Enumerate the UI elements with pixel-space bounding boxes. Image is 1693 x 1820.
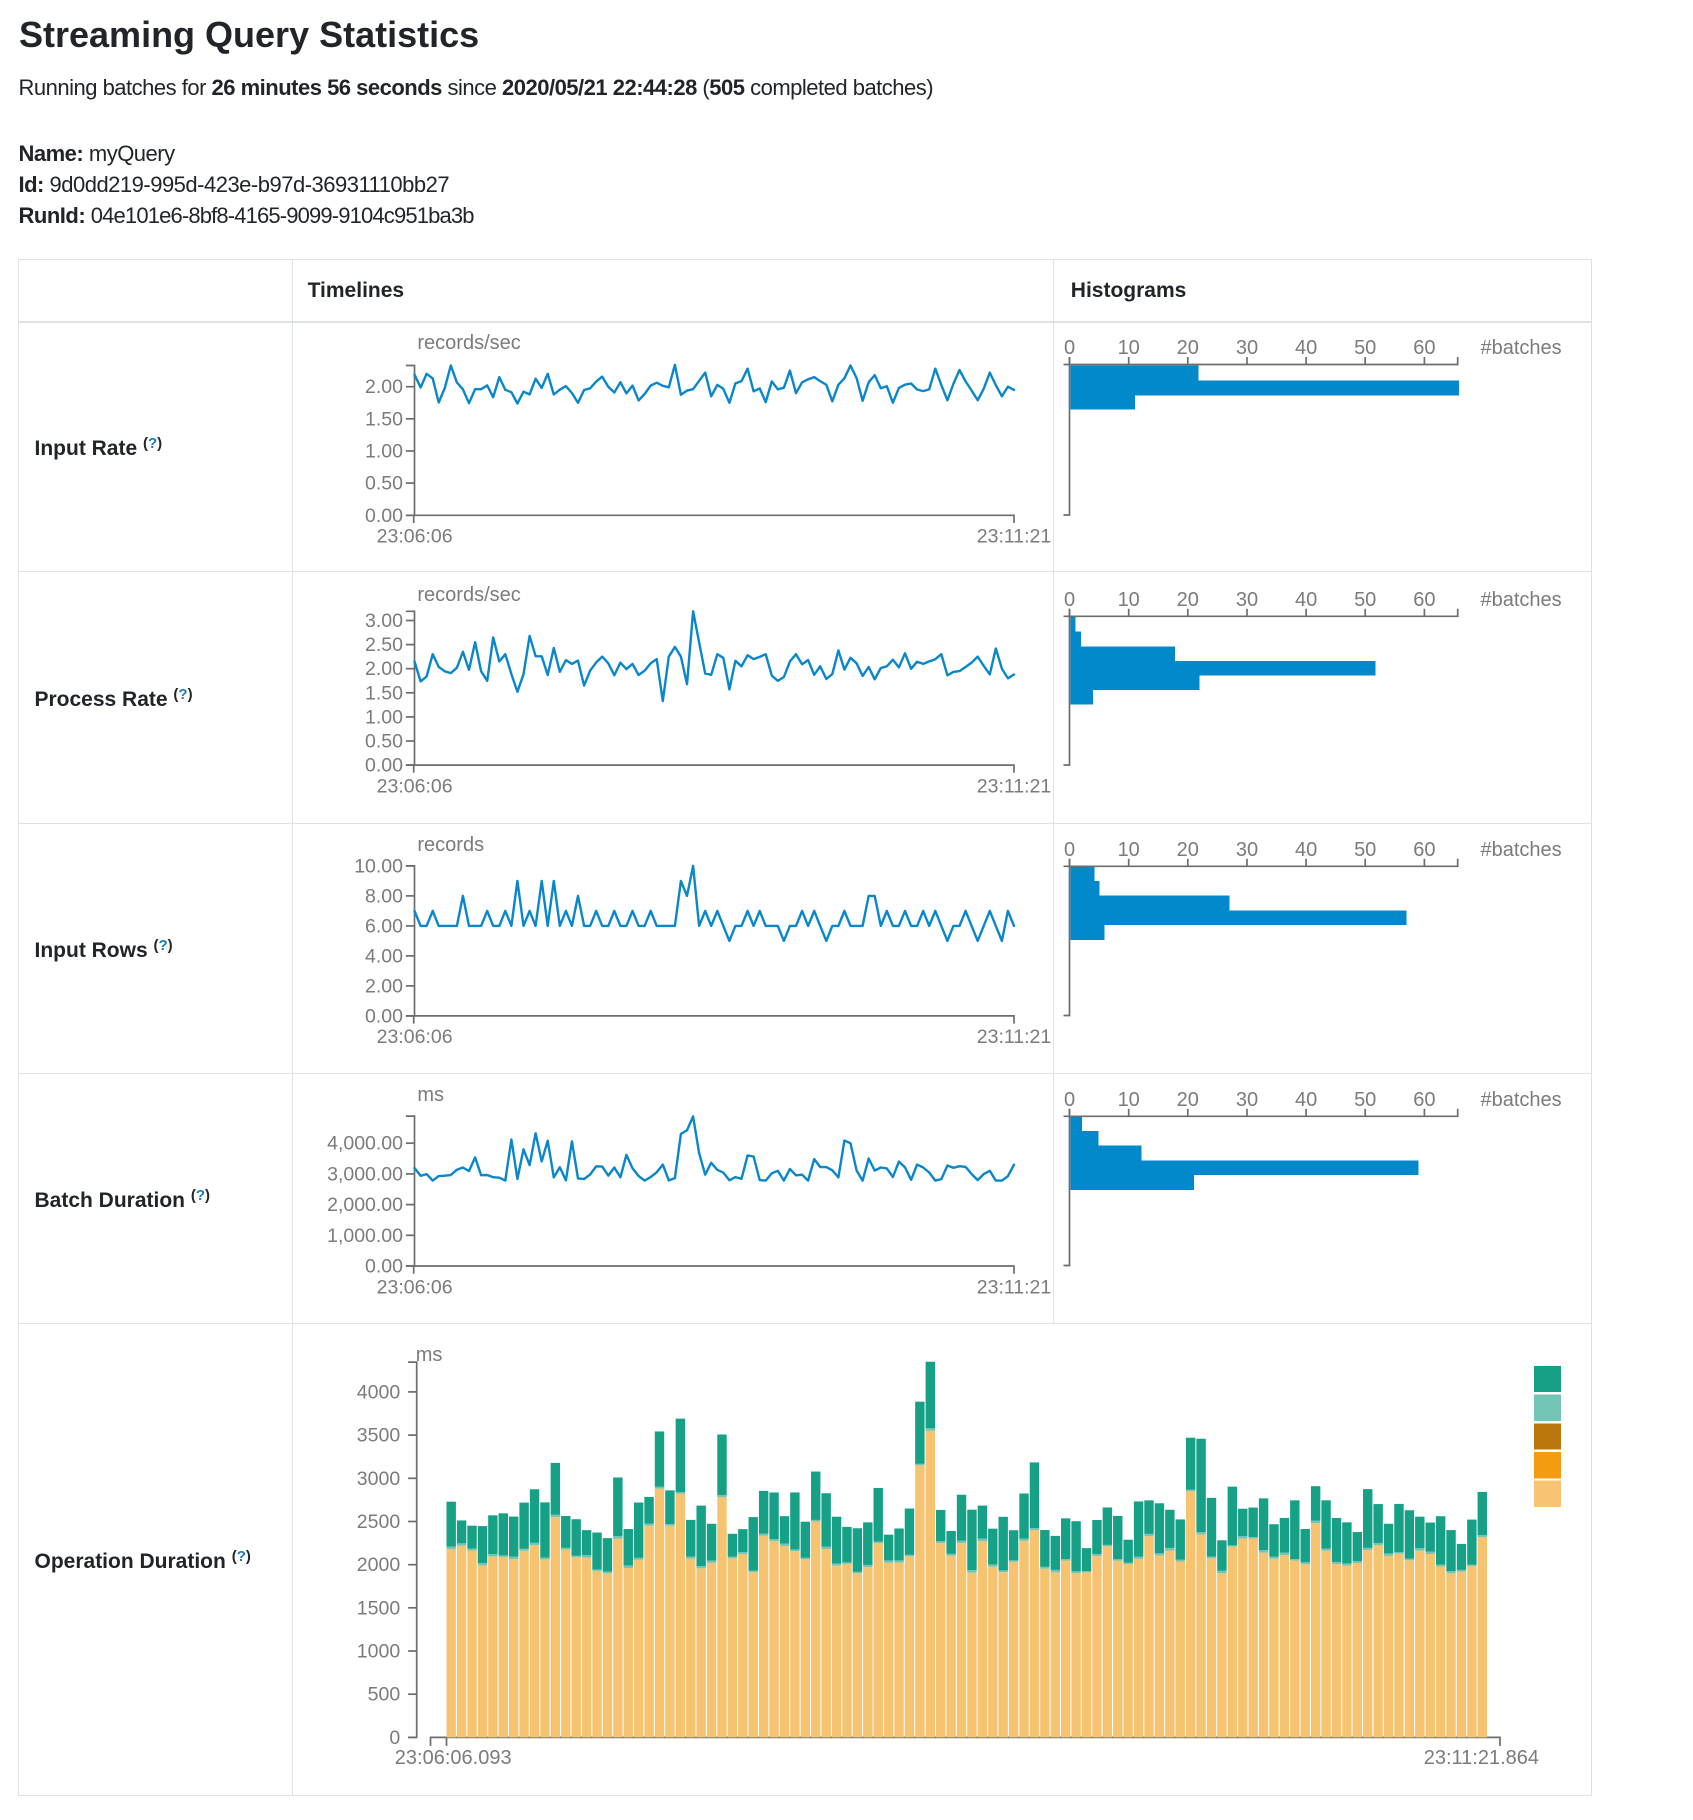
svg-text:50: 50 <box>1354 589 1376 611</box>
svg-text:ms: ms <box>417 1084 444 1106</box>
svg-text:23:11:21: 23:11:21 <box>977 526 1051 548</box>
svg-text:10.00: 10.00 <box>354 855 403 877</box>
svg-text:60: 60 <box>1413 589 1435 611</box>
svg-text:40: 40 <box>1295 589 1317 611</box>
svg-text:2500: 2500 <box>357 1511 401 1533</box>
svg-text:23:11:21.864: 23:11:21.864 <box>1424 1747 1539 1769</box>
svg-text:20: 20 <box>1177 337 1199 359</box>
svg-text:30: 30 <box>1236 1089 1258 1111</box>
svg-text:3000: 3000 <box>357 1468 401 1490</box>
svg-text:0.50: 0.50 <box>365 473 403 495</box>
svg-text:0: 0 <box>1064 1089 1075 1111</box>
svg-text:4,000.00: 4,000.00 <box>327 1133 403 1155</box>
svg-text:0.00: 0.00 <box>365 505 403 527</box>
svg-text:30: 30 <box>1236 839 1258 861</box>
svg-text:records/sec: records/sec <box>417 332 520 354</box>
svg-text:30: 30 <box>1236 337 1258 359</box>
svg-text:#batches: #batches <box>1481 1089 1562 1111</box>
svg-text:2.50: 2.50 <box>365 634 403 656</box>
svg-text:60: 60 <box>1413 839 1435 861</box>
svg-text:23:06:06: 23:06:06 <box>377 775 453 797</box>
svg-text:60: 60 <box>1413 337 1435 359</box>
svg-text:records/sec: records/sec <box>417 584 520 606</box>
svg-text:3,000.00: 3,000.00 <box>327 1163 403 1185</box>
svg-text:0: 0 <box>1064 337 1075 359</box>
svg-text:23:06:06.093: 23:06:06.093 <box>395 1747 512 1769</box>
svg-text:1.00: 1.00 <box>365 706 403 728</box>
svg-text:0: 0 <box>389 1727 400 1749</box>
svg-text:0: 0 <box>1064 839 1075 861</box>
svg-text:23:06:06: 23:06:06 <box>377 1026 453 1048</box>
svg-text:1,000.00: 1,000.00 <box>327 1225 403 1247</box>
svg-text:#batches: #batches <box>1481 839 1562 861</box>
svg-text:0.00: 0.00 <box>365 1005 403 1027</box>
svg-text:0.00: 0.00 <box>365 755 403 777</box>
svg-text:1.00: 1.00 <box>365 441 403 463</box>
svg-text:50: 50 <box>1354 337 1376 359</box>
svg-text:40: 40 <box>1295 337 1317 359</box>
svg-text:3.00: 3.00 <box>365 610 403 632</box>
svg-text:4.00: 4.00 <box>365 945 403 967</box>
svg-text:4000: 4000 <box>357 1381 401 1403</box>
svg-text:10: 10 <box>1118 839 1140 861</box>
svg-text:30: 30 <box>1236 589 1258 611</box>
svg-text:23:06:06: 23:06:06 <box>377 526 453 548</box>
svg-text:2.00: 2.00 <box>365 975 403 997</box>
svg-text:20: 20 <box>1177 839 1199 861</box>
svg-text:3500: 3500 <box>357 1425 401 1447</box>
svg-text:1000: 1000 <box>357 1641 401 1663</box>
svg-text:10: 10 <box>1118 337 1140 359</box>
svg-text:2.00: 2.00 <box>365 376 403 398</box>
svg-text:#batches: #batches <box>1481 337 1562 359</box>
svg-text:10: 10 <box>1118 1089 1140 1111</box>
svg-text:2,000.00: 2,000.00 <box>327 1194 403 1216</box>
svg-text:8.00: 8.00 <box>365 885 403 907</box>
svg-text:0.00: 0.00 <box>365 1256 403 1278</box>
svg-text:6.00: 6.00 <box>365 915 403 937</box>
svg-text:1.50: 1.50 <box>365 682 403 704</box>
svg-text:2.00: 2.00 <box>365 658 403 680</box>
svg-text:23:11:21: 23:11:21 <box>977 1026 1051 1048</box>
svg-text:10: 10 <box>1118 589 1140 611</box>
svg-text:2000: 2000 <box>357 1554 401 1576</box>
svg-text:40: 40 <box>1295 839 1317 861</box>
svg-text:20: 20 <box>1177 589 1199 611</box>
svg-text:0.50: 0.50 <box>365 731 403 753</box>
svg-text:records: records <box>417 834 484 856</box>
svg-text:0: 0 <box>1064 589 1075 611</box>
svg-text:20: 20 <box>1177 1089 1199 1111</box>
svg-text:#batches: #batches <box>1481 589 1562 611</box>
svg-text:50: 50 <box>1354 839 1376 861</box>
svg-text:50: 50 <box>1354 1089 1376 1111</box>
svg-text:23:06:06: 23:06:06 <box>377 1276 453 1298</box>
svg-text:500: 500 <box>368 1684 401 1706</box>
svg-text:23:11:21: 23:11:21 <box>977 775 1051 797</box>
svg-text:1500: 1500 <box>357 1597 401 1619</box>
svg-text:ms: ms <box>416 1344 443 1366</box>
svg-text:60: 60 <box>1413 1089 1435 1111</box>
svg-text:40: 40 <box>1295 1089 1317 1111</box>
svg-text:1.50: 1.50 <box>365 408 403 430</box>
svg-text:23:11:21: 23:11:21 <box>977 1276 1051 1298</box>
